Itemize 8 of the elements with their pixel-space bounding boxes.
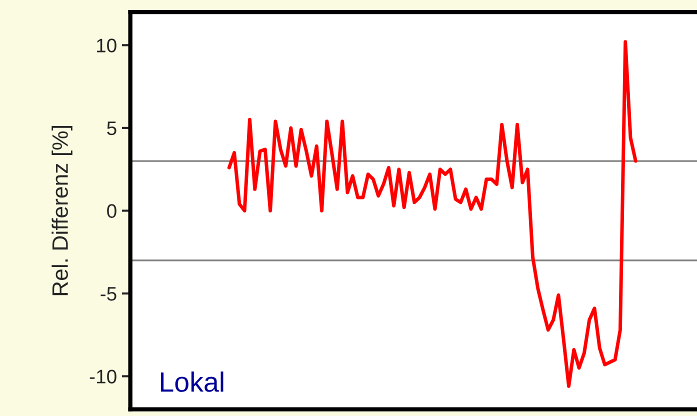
y-tick-label: 10: [97, 38, 116, 52]
y-tick-label: -5: [100, 287, 116, 301]
line-series: [227, 40, 638, 388]
y-tick-label: 5: [107, 122, 116, 136]
y-tick-label: 0: [107, 204, 116, 218]
y-axis-title: Rel. Differenz [%]: [52, 126, 72, 296]
annotation: Lokal: [160, 372, 224, 392]
y-tick-label: -10: [90, 370, 116, 384]
